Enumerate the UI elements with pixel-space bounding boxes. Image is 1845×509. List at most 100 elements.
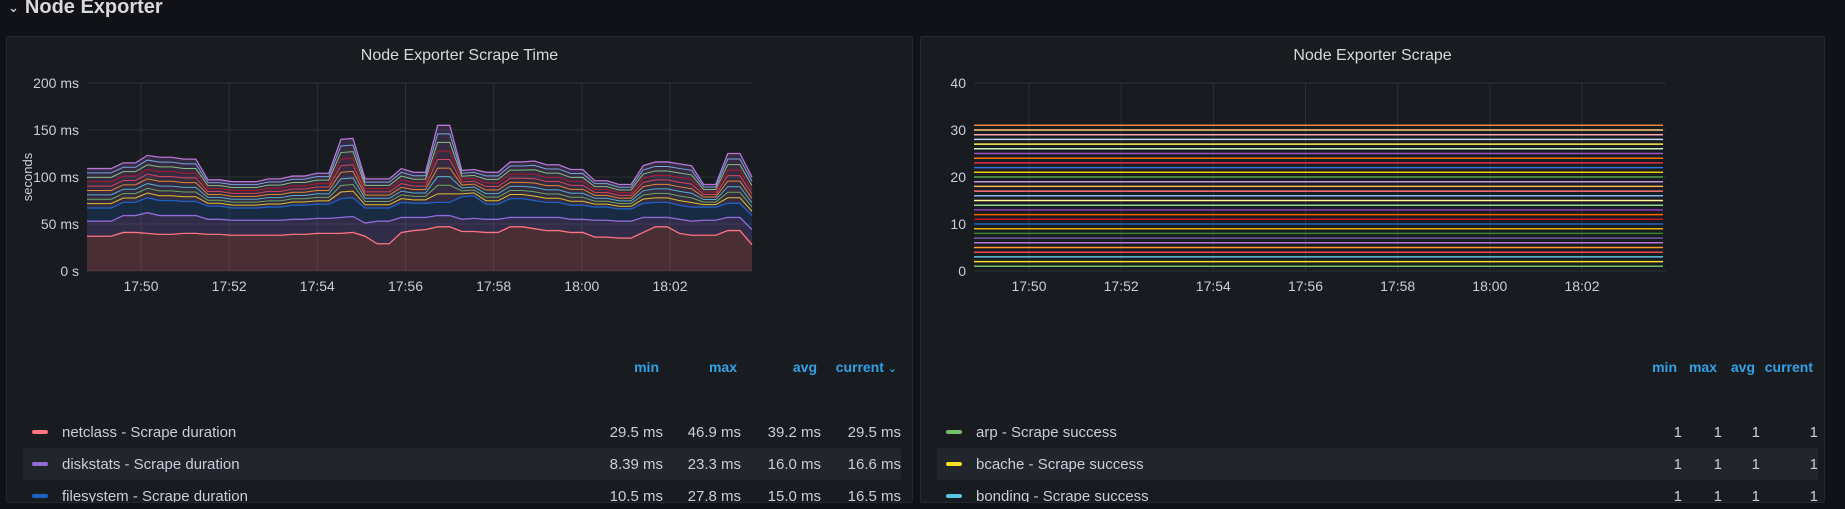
panel-title[interactable]: Node Exporter Scrape (1293, 47, 1452, 64)
series-line[interactable] (87, 159, 753, 196)
legend-value-min: 8.39 ms (609, 455, 663, 473)
panel-scrape-success[interactable]: Node Exporter Scrape 0 10 20 30 40 17:50 17:52… (920, 36, 1825, 503)
series-color-swatch[interactable] (946, 430, 962, 434)
legend-value-current: 16.5 ms (847, 487, 901, 503)
scrape-success-chart[interactable]: 0 10 20 30 40 17:50 17:52 17:54 17:56 17:58 18:00 1… (921, 37, 1824, 357)
legend-row[interactable]: arp - Scrape success 1 1 1 1 (937, 416, 1818, 448)
x-tick-label: 18:02 (652, 278, 687, 294)
legend-value-min: 29.5 ms (609, 423, 663, 441)
legend-value-max: 46.9 ms (687, 423, 741, 441)
series-color-swatch[interactable] (946, 462, 962, 466)
legend-row[interactable]: bcache - Scrape success 1 1 1 1 (937, 448, 1818, 480)
series-line[interactable] (87, 226, 753, 246)
legend-value-avg: 1 (1751, 487, 1760, 503)
legend-header-current-label: current (835, 359, 884, 375)
series-line[interactable] (87, 133, 753, 188)
series-line[interactable] (87, 183, 753, 208)
legend-value-avg: 1 (1751, 455, 1760, 473)
legend-value-avg: 15.0 ms (767, 487, 821, 503)
series-line[interactable] (87, 150, 753, 194)
y-axis-label: seconds (20, 152, 35, 201)
y-tick-label: 40 (950, 75, 966, 91)
series-name[interactable]: netclass - Scrape duration (62, 423, 237, 441)
panel-title[interactable]: Node Exporter Scrape Time (360, 47, 559, 64)
series-line[interactable] (87, 124, 753, 186)
legend-row[interactable]: bonding - Scrape success 1 1 1 1 (937, 480, 1818, 503)
legend-value-current: 1 (1809, 487, 1818, 503)
legend-row[interactable]: filesystem - Scrape duration 10.5 ms 27.8 … (23, 480, 901, 503)
legend-value-max: 1 (1713, 455, 1722, 473)
legend-table: arp - Scrape success 1 1 1 1 bcache - Scrape … (937, 416, 1818, 503)
series-line[interactable] (87, 176, 753, 203)
x-tick-label: 18:00 (1472, 278, 1507, 294)
series-color-swatch[interactable] (32, 494, 48, 498)
legend-header-current[interactable]: current (1764, 359, 1813, 375)
series-name[interactable]: filesystem - Scrape duration (62, 487, 248, 503)
legend-header-min[interactable]: min (634, 359, 659, 375)
y-tick-label: 0 (958, 263, 966, 279)
legend-value-max: 23.3 ms (687, 455, 741, 473)
x-tick-label: 17:54 (1196, 278, 1231, 294)
y-tick-label: 30 (950, 122, 966, 138)
legend-value-avg: 39.2 ms (767, 423, 821, 441)
x-tick-label: 17:58 (1380, 278, 1415, 294)
legend-value-min: 1 (1673, 423, 1682, 441)
series-line[interactable] (87, 190, 753, 212)
series-color-swatch[interactable] (32, 430, 48, 434)
row-header[interactable]: ⌄ Node Exporter (8, 0, 163, 20)
series-name[interactable]: diskstats - Scrape duration (62, 455, 240, 473)
series-line[interactable] (87, 141, 753, 191)
legend-value-current: 16.6 ms (847, 455, 901, 473)
legend-value-max: 1 (1713, 487, 1722, 503)
chevron-down-icon[interactable]: ⌄ (8, 0, 19, 15)
chevron-down-icon: ⌄ (887, 363, 897, 375)
series-area (87, 226, 752, 271)
series-name[interactable]: arp - Scrape success (976, 423, 1117, 441)
x-tick-label: 17:56 (1288, 278, 1323, 294)
series-area (87, 195, 752, 230)
scrape-time-chart[interactable]: 0 s 50 ms 100 ms 150 ms 200 ms 17:50 17:52 17:5… (7, 37, 912, 357)
y-tick-label: 200 ms (33, 75, 79, 91)
legend-header: min max avg current ⌄ (597, 357, 897, 377)
series-color-swatch[interactable] (32, 462, 48, 466)
legend-row[interactable]: netclass - Scrape duration 29.5 ms 46.9 ms… (23, 416, 901, 448)
legend-row[interactable]: diskstats - Scrape duration 8.39 ms 23.3 m… (23, 448, 901, 480)
series-line[interactable] (87, 195, 753, 216)
row-title: Node Exporter (24, 0, 163, 18)
legend-value-avg: 16.0 ms (767, 455, 821, 473)
legend-header-max[interactable]: max (1688, 359, 1717, 375)
legend-value-current: 1 (1809, 455, 1818, 473)
x-tick-label: 17:56 (388, 278, 423, 294)
y-axis-label: counter (921, 155, 922, 199)
x-tick-label: 17:50 (1011, 278, 1046, 294)
x-tick-label: 18:02 (1564, 278, 1599, 294)
x-tick-label: 17:52 (212, 278, 247, 294)
legend-value-max: 1 (1713, 423, 1722, 441)
legend-value-min: 1 (1673, 487, 1682, 503)
legend-value-avg: 1 (1751, 423, 1760, 441)
y-tick-label: 0 s (60, 263, 79, 279)
series-color-swatch[interactable] (946, 494, 962, 498)
series-name[interactable]: bcache - Scrape success (976, 455, 1144, 473)
legend-header-current[interactable]: current ⌄ (817, 359, 897, 375)
panel-scrape-time[interactable]: Node Exporter Scrape Time 0 s 50 ms 100 ms… (6, 36, 913, 503)
legend-value-min: 1 (1673, 455, 1682, 473)
series-line[interactable] (87, 167, 753, 199)
series-name[interactable]: bonding - Scrape success (976, 487, 1149, 503)
y-tick-label: 100 ms (33, 169, 79, 185)
y-tick-label: 10 (950, 216, 966, 232)
legend-value-max: 27.8 ms (687, 487, 741, 503)
y-tick-label: 150 ms (33, 122, 79, 138)
legend-value-current: 29.5 ms (847, 423, 901, 441)
legend-header-avg[interactable]: avg (1730, 359, 1755, 375)
y-tick-label: 50 ms (41, 216, 79, 232)
series-line[interactable] (87, 212, 753, 231)
legend-header-avg[interactable]: avg (792, 359, 817, 375)
legend-header-min[interactable]: min (1652, 359, 1677, 375)
x-tick-label: 17:58 (476, 278, 511, 294)
x-tick-label: 17:50 (123, 278, 158, 294)
legend-header: min max avg current (1611, 357, 1813, 377)
x-tick-label: 17:54 (300, 278, 335, 294)
legend-table: netclass - Scrape duration 29.5 ms 46.9 ms… (23, 416, 901, 503)
legend-header-max[interactable]: max (708, 359, 737, 375)
